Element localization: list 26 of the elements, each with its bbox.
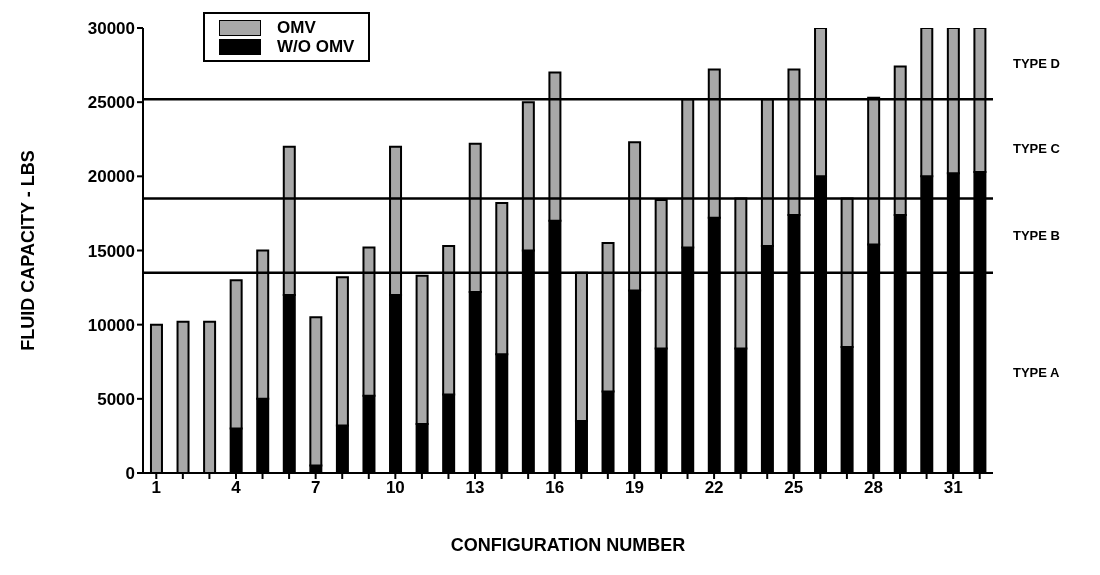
y-tick-label: 15000 [87, 241, 135, 261]
x-tick-label: 10 [385, 478, 405, 498]
legend-label: OMV [277, 18, 316, 37]
x-tick-label: 31 [943, 478, 963, 498]
legend-label: W/O OMV [277, 37, 355, 56]
x-tick-label: 22 [704, 478, 724, 498]
text: TYPE D [1013, 56, 1060, 72]
x-tick-label: 13 [465, 478, 485, 498]
x-axis-title: CONFIGURATION NUMBER [450, 534, 686, 555]
y-tick-label: 0 [125, 464, 135, 484]
x-tick-label: 4 [231, 478, 242, 498]
y-axis-title: FLUID CAPACITY - LBS [18, 150, 39, 351]
x-tick-label: 19 [624, 478, 644, 498]
x-tick-label: 25 [784, 478, 804, 498]
y-tick-label: 30000 [87, 19, 135, 39]
x-tick-label: 16 [545, 478, 565, 498]
text: TYPE B [1013, 228, 1060, 244]
text: TYPE C [1013, 141, 1061, 157]
y-tick-label: 10000 [87, 315, 135, 335]
text: TYPE A [1013, 365, 1061, 381]
x-tick-label: 7 [310, 478, 321, 498]
y-tick-label: 5000 [97, 389, 135, 409]
x-tick-label: 1 [151, 478, 162, 498]
y-tick-label: 25000 [87, 93, 135, 113]
x-tick-label: 28 [864, 478, 883, 498]
y-tick-label: 20000 [87, 167, 135, 187]
